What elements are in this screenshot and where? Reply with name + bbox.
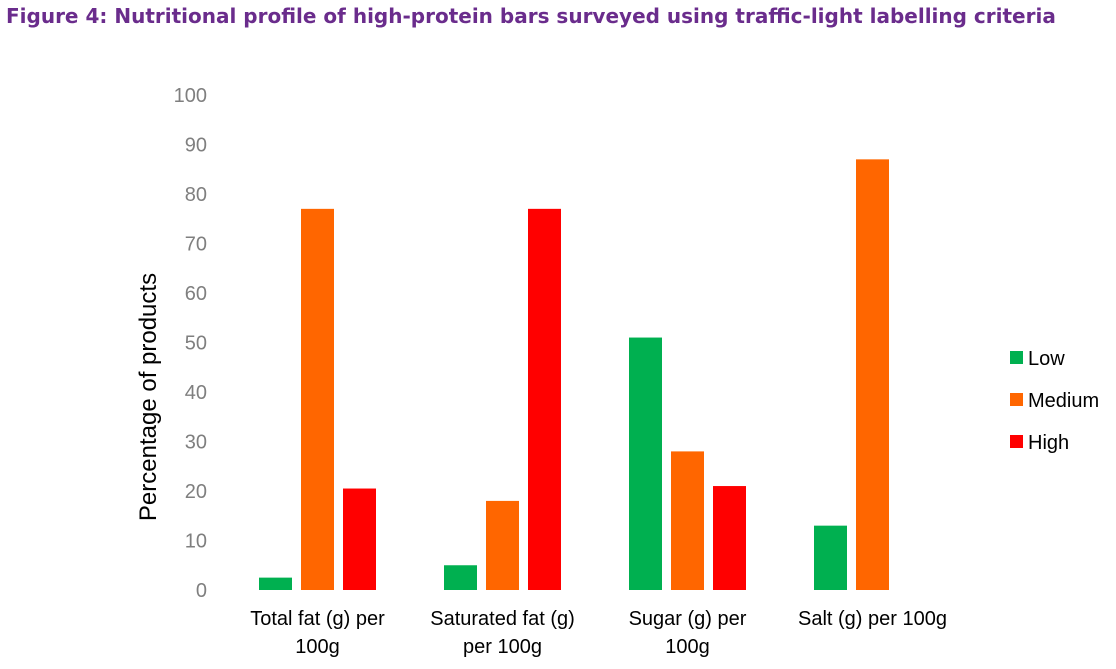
x-category-label: Total fat (g) per [250,608,385,630]
x-category-label: Sugar (g) per [629,608,747,630]
y-tick-label: 10 [185,531,207,553]
x-category-label: 100g [665,636,710,658]
y-tick-label: 70 [185,234,207,256]
legend-label-medium: Medium [1028,390,1099,412]
bar-high-0 [343,488,376,590]
bar-low-2 [629,337,662,590]
y-tick-label: 20 [185,481,207,503]
legend-swatch-medium [1010,393,1023,406]
y-tick-label: 40 [185,382,207,404]
legend-swatch-low [1010,351,1023,364]
legend-swatch-high [1010,435,1023,448]
bar-low-1 [444,565,477,590]
bar-medium-0 [301,208,334,590]
y-tick-label: 60 [185,283,207,305]
bar-high-2 [713,486,746,590]
x-category-label: Salt (g) per 100g [798,608,947,630]
x-category-label: 100g [295,636,340,658]
legend: Low Medium High [1010,348,1099,454]
y-axis-label: Percentage of products [135,273,162,521]
y-tick-label: 30 [185,432,207,454]
bar-medium-2 [671,451,704,590]
bar-medium-1 [486,500,519,590]
bar-high-1 [528,208,561,590]
legend-label-high: High [1028,432,1069,454]
y-axis-ticks: 0 10 20 30 40 50 60 70 80 90 100 [174,85,207,602]
bars [259,159,889,590]
legend-label-low: Low [1028,348,1065,370]
x-axis-category-labels: Total fat (g) per 100g Saturated fat (g) pe… [250,608,947,658]
y-tick-label: 100 [174,85,207,107]
bar-medium-3 [856,159,889,590]
x-category-label: per 100g [463,636,542,658]
y-tick-label: 90 [185,135,207,157]
y-tick-label: 50 [185,333,207,355]
y-tick-label: 80 [185,184,207,206]
chart-title: Figure 4: Nutritional profile of high-pr… [6,4,1056,28]
bar-low-3 [814,525,847,590]
bar-low-0 [259,577,292,590]
y-tick-label: 0 [196,580,207,602]
x-category-label: Saturated fat (g) [430,608,575,630]
